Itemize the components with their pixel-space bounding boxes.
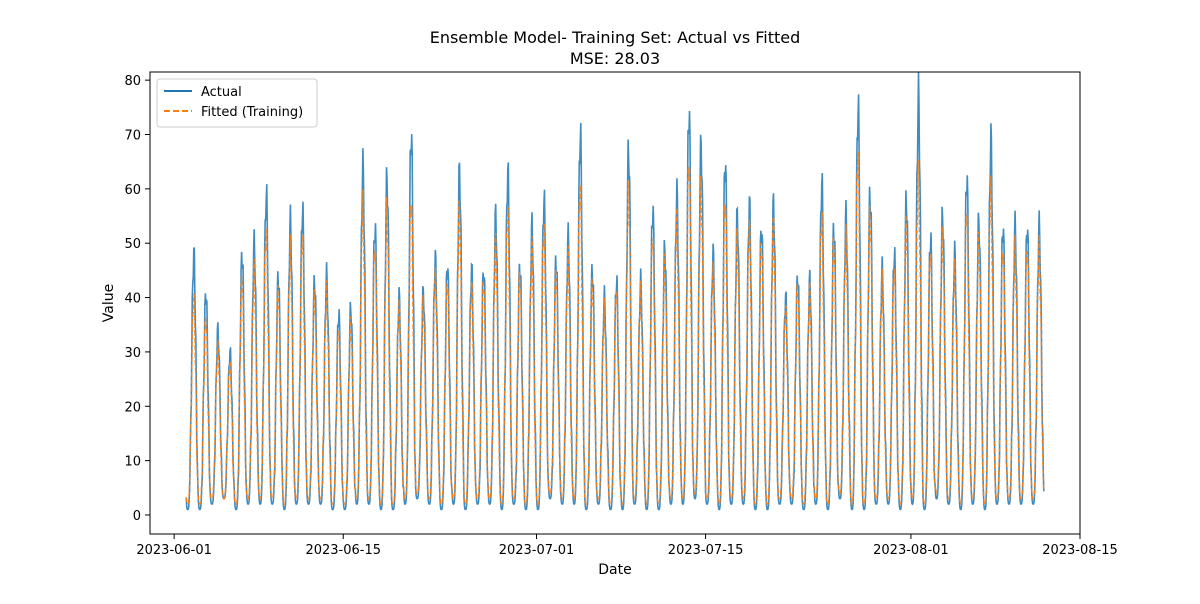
series-layer — [185, 72, 1045, 511]
x-tick-label: 2023-07-15 — [668, 543, 744, 558]
chart-title: Ensemble Model- Training Set: Actual vs … — [430, 28, 801, 47]
x-tick-label: 2023-06-01 — [136, 543, 212, 558]
y-axis: 0 10 20 30 40 50 60 70 80 — [124, 74, 150, 524]
legend: Actual Fitted (Training) — [156, 78, 318, 128]
y-tick-label: 0 — [133, 509, 141, 524]
chart-subtitle: MSE: 28.03 — [570, 49, 660, 68]
legend-label-actual: Actual — [201, 85, 242, 100]
y-axis-label: Value — [101, 284, 117, 322]
plot-frame — [149, 71, 1081, 535]
x-tick-label: 2023-06-15 — [305, 543, 381, 558]
y-tick-label: 30 — [124, 346, 141, 361]
x-axis-label: Date — [598, 562, 631, 578]
y-tick-label: 50 — [124, 237, 141, 252]
series-line-fitted — [185, 151, 1045, 506]
y-tick-label: 40 — [124, 292, 141, 307]
x-tick-label: 2023-08-01 — [873, 543, 949, 558]
x-tick-label: 2023-07-01 — [499, 543, 575, 558]
x-tick-label: 2023-08-15 — [1042, 543, 1118, 558]
series-line-actual — [185, 72, 1045, 511]
y-tick-label: 60 — [124, 183, 141, 198]
y-tick-label: 70 — [124, 129, 141, 144]
y-tick-label: 10 — [124, 455, 141, 470]
y-tick-label: 20 — [124, 400, 141, 415]
y-tick-label: 80 — [124, 74, 141, 89]
legend-label-fitted: Fitted (Training) — [201, 105, 303, 120]
x-axis: 2023-06-01 2023-06-15 2023-07-01 2023-07-15… — [136, 534, 1118, 558]
legend-box — [156, 78, 318, 128]
